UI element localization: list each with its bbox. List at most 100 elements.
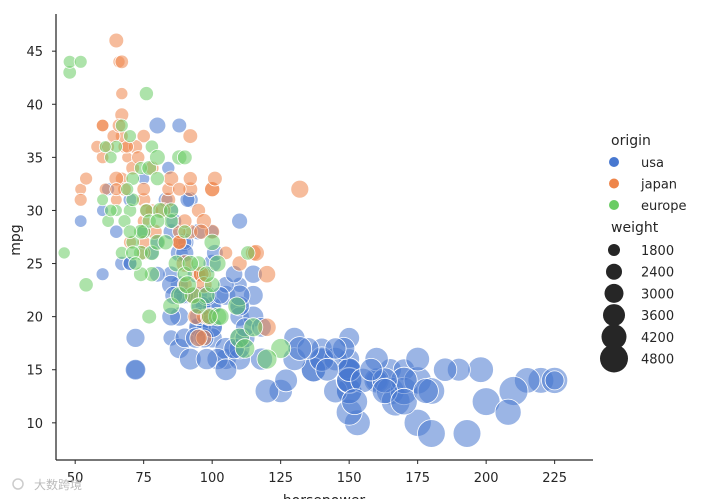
data-point [240,245,256,261]
data-point [149,149,166,166]
data-point [136,129,151,144]
data-point [96,193,109,207]
data-point [412,378,439,404]
legend: origin usa japan europe weight 1800 2400 300… [600,133,687,373]
legend-swatch-europe [609,200,619,210]
legend-swatch-japan [609,178,619,189]
data-point [148,116,167,135]
data-point [73,192,88,207]
legend-size-label: 3600 [641,309,674,324]
data-point [290,179,310,199]
legend-size-marker [601,324,627,350]
legend-label-europe: europe [641,199,687,214]
legend-size-marker [600,344,628,373]
x-tick-label: 100 [200,471,225,486]
data-point [390,387,418,416]
data-point [324,337,347,360]
data-point [417,419,446,448]
points-layer [57,32,569,448]
legend-size-marker [608,244,620,256]
x-tick-label: 200 [474,471,499,486]
data-point [359,358,383,382]
data-point [201,308,218,325]
legend-swatch-usa [609,157,619,167]
data-point [163,202,180,219]
data-point [98,140,112,154]
legend-size-marker [606,263,622,280]
data-point [341,388,369,416]
data-point [138,86,154,102]
legend-size-marker [604,283,624,303]
data-point [405,346,431,372]
data-point [494,398,522,426]
data-point [120,182,135,197]
data-point [256,348,278,370]
data-point [195,348,218,371]
data-point [234,338,256,359]
watermark-logo-icon [12,478,24,490]
data-point [214,358,238,382]
data-point [136,181,151,197]
data-point [177,224,193,240]
legend-size-label: 3000 [641,287,674,302]
data-point [177,149,193,166]
legend-size-label: 2400 [641,266,674,281]
data-point [432,357,458,382]
data-point [124,359,147,381]
data-point [108,32,125,49]
legend-label-usa: usa [641,156,664,171]
y-tick-label: 10 [26,417,43,432]
legend-size-label: 4200 [641,331,674,346]
data-point [141,308,158,325]
data-point [467,356,494,383]
data-point [193,223,210,240]
x-axis-title: horsepower [283,493,366,499]
data-point [128,256,143,271]
y-tick-label: 25 [26,258,43,273]
y-tick-label: 40 [26,98,43,113]
data-point [257,265,277,284]
legend-size-title: weight [611,220,659,236]
legend-hue-title: origin [611,133,651,149]
data-point [104,150,118,165]
data-point [231,255,248,272]
data-point [203,233,221,251]
legend-hue-items: usa japan europe [609,156,687,214]
data-point [208,254,227,273]
data-point [452,419,482,448]
data-point [73,54,88,69]
legend-size-label: 1800 [641,244,674,259]
data-point [227,296,247,316]
data-point [231,212,249,230]
series-europe [57,54,292,370]
data-point [254,378,280,404]
data-point [178,275,197,295]
data-point [171,117,188,134]
x-tick-label: 125 [268,471,293,486]
data-point [274,368,298,393]
x-tick-label: 75 [135,471,152,486]
data-point [95,118,110,133]
y-tick-label: 30 [26,204,43,219]
data-point [104,203,118,218]
x-tick-label: 150 [337,471,362,486]
data-point [544,370,565,391]
data-point [207,170,223,187]
data-point [189,328,208,347]
data-point [114,118,129,133]
data-point [172,181,187,197]
data-point [182,171,198,187]
data-point [95,267,110,282]
watermark: 大数跨境 [12,477,82,492]
data-point [125,327,146,348]
legend-size-label: 4800 [641,353,674,368]
data-point [181,254,199,273]
axes-layer [55,14,593,461]
data-point [198,265,216,283]
y-tick-label: 35 [26,151,43,166]
data-point [182,128,199,144]
x-tick-label: 50 [67,471,84,486]
data-point [149,171,165,187]
data-point [114,54,130,70]
